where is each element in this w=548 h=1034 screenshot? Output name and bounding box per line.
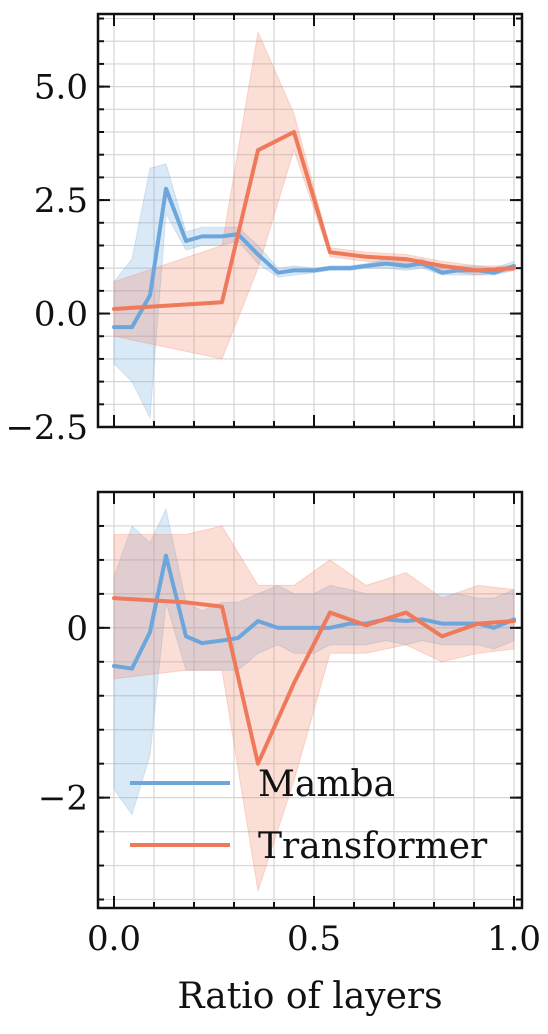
y-tick-label: −2 bbox=[38, 779, 88, 819]
y-tick-label: 0.0 bbox=[34, 295, 88, 335]
top-panel: −2.5 0.0 2.5 5.0 bbox=[5, 12, 524, 448]
x-tick-label: 1.0 bbox=[487, 919, 541, 959]
x-tick-label: 0.5 bbox=[287, 919, 341, 959]
y-tick-label: 0 bbox=[66, 609, 88, 649]
mamba-confidence-band bbox=[113, 507, 515, 816]
x-axis-label: Ratio of layers bbox=[177, 976, 442, 1017]
legend-mamba-label: Mamba bbox=[258, 764, 395, 805]
y-tick-label: 2.5 bbox=[34, 181, 88, 221]
legend: Mamba Transformer bbox=[130, 764, 488, 867]
axes-frame bbox=[96, 490, 524, 910]
y-tick-label: 5.0 bbox=[34, 68, 88, 108]
x-tick-label: 0.0 bbox=[87, 919, 141, 959]
bottom-panel: 0.0 0.5 1.0 −2 0 bbox=[38, 490, 541, 959]
legend-transformer-label: Transformer bbox=[258, 826, 488, 867]
y-tick-label: −2.5 bbox=[5, 408, 88, 448]
transformer-series-line bbox=[112, 130, 516, 311]
mamba-confidence-band bbox=[113, 163, 515, 420]
axes-frame bbox=[96, 12, 524, 429]
